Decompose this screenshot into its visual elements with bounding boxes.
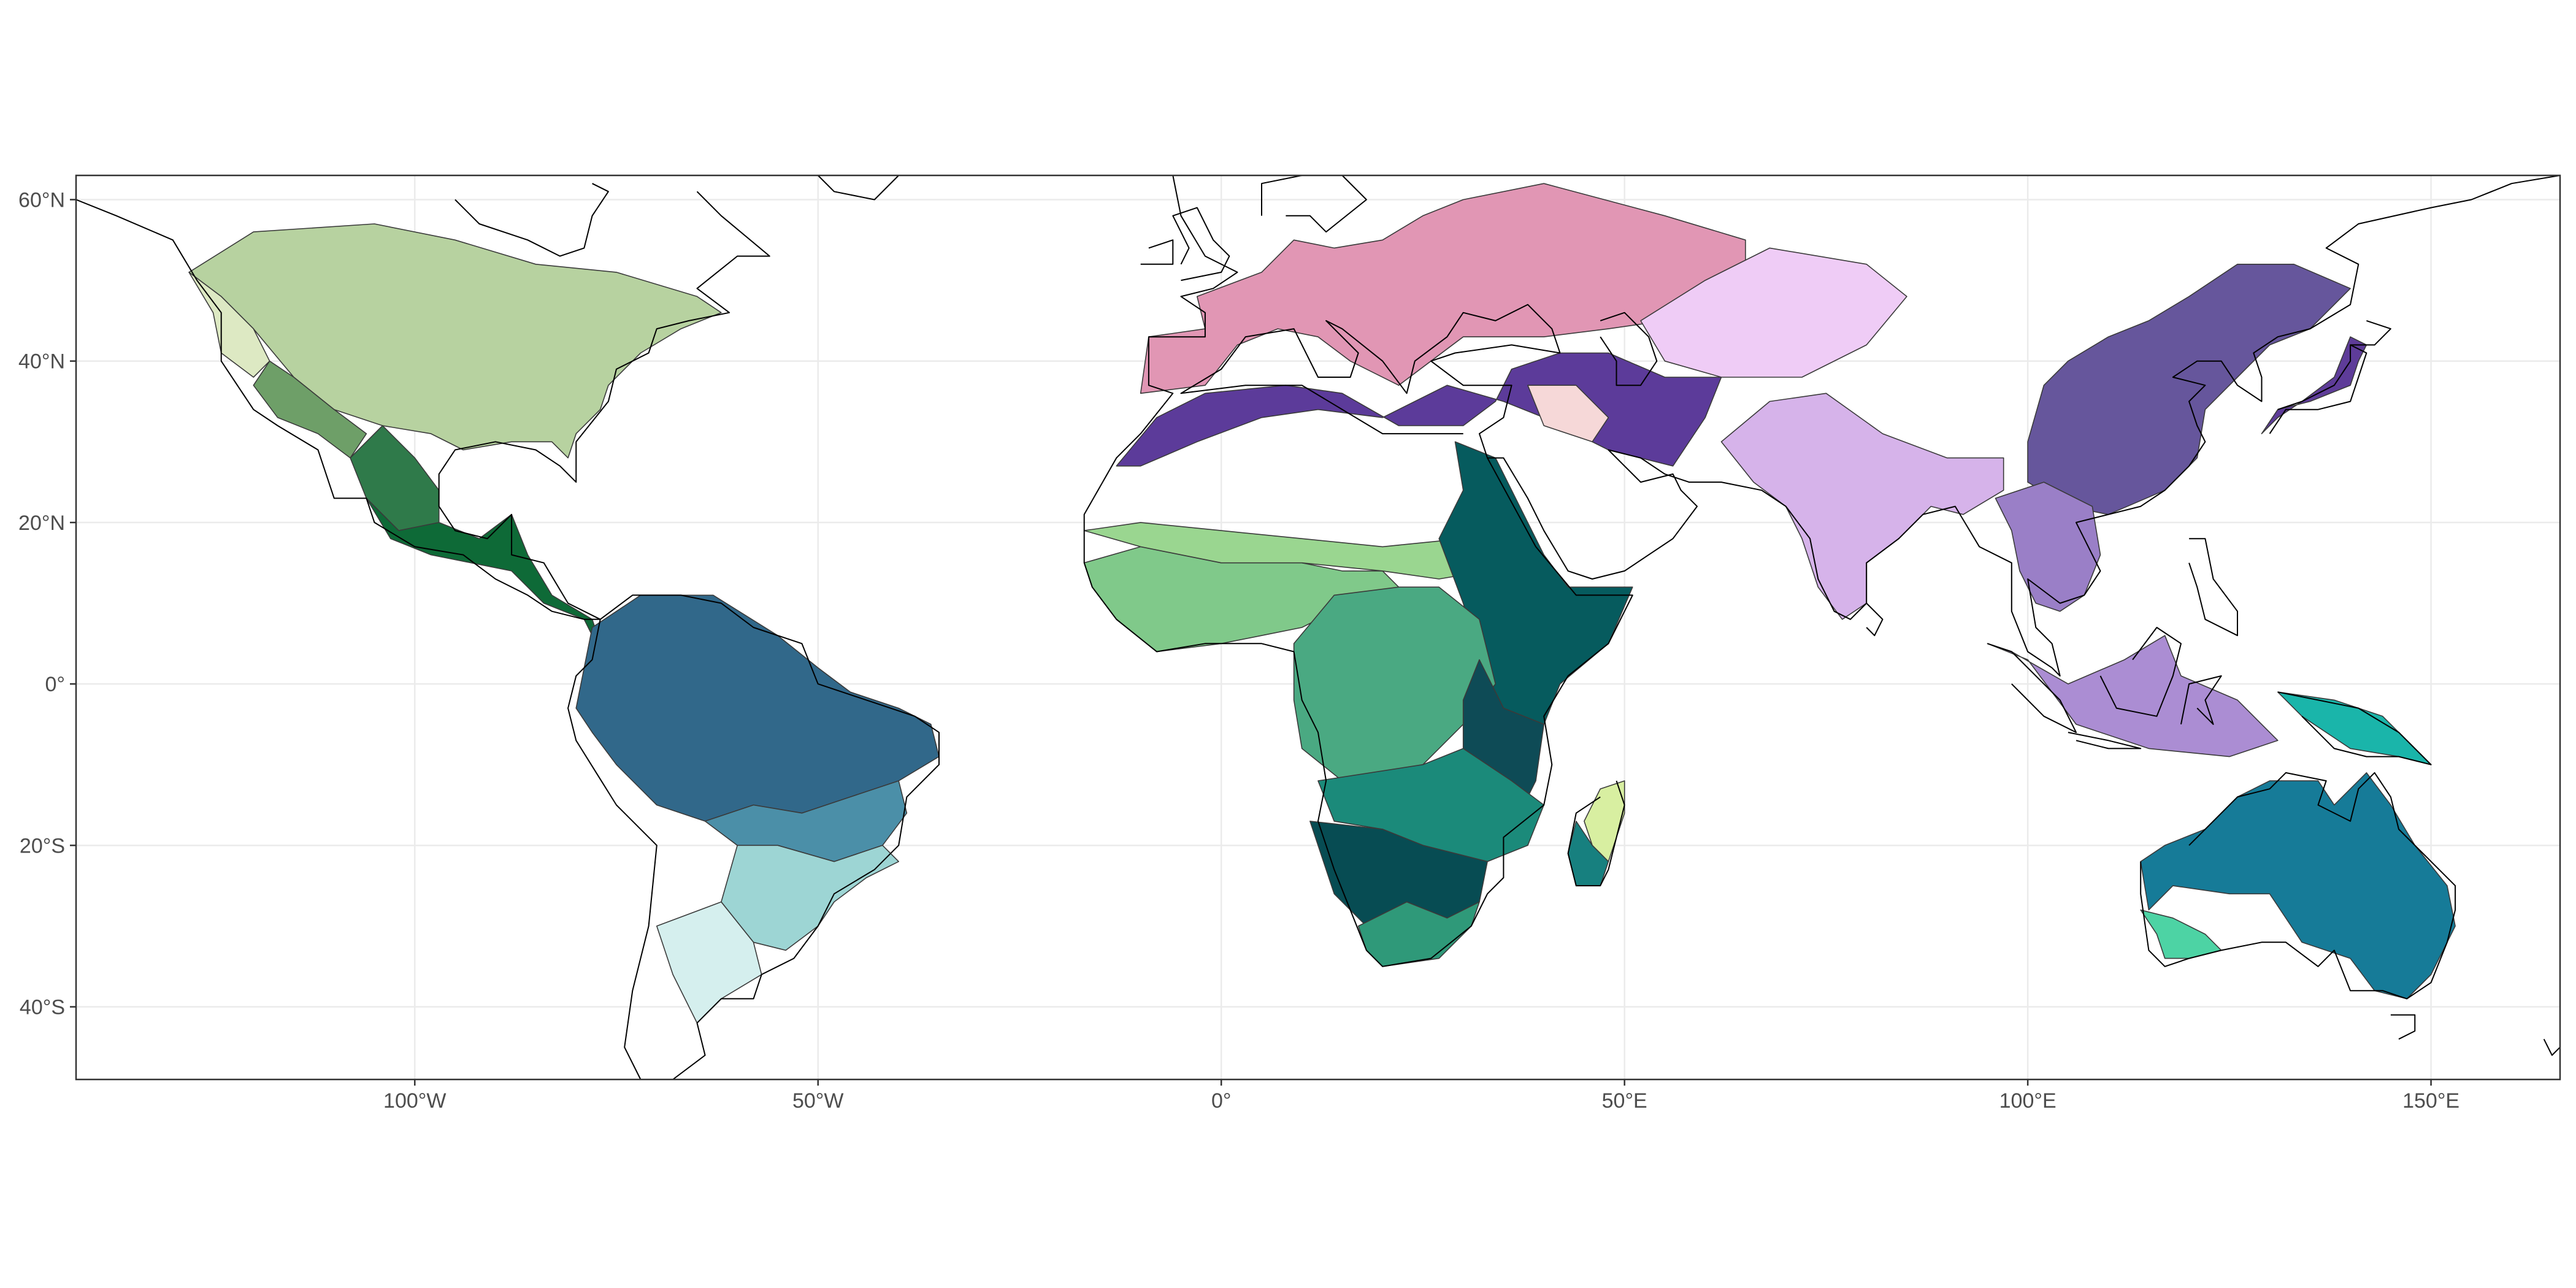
panel-frame [75,174,2561,1081]
region-indonesia [1987,635,2279,757]
coastline-madagascar [1567,780,1625,887]
region-australia [2140,772,2456,1000]
region-levant-steppe [1527,385,1609,443]
coastline-greenland [817,175,899,201]
coastline-borneo [2099,627,2182,717]
coastline-hudson-bay [454,183,609,257]
lon-tick-label: 100°W [383,1089,446,1113]
coastline-europe-africa [1083,175,1633,967]
longitude-axis: 100°W 50°W 0° 50°E 100°E 150°E [383,1079,2459,1113]
lon-tick-label: 0° [1211,1089,1232,1113]
lon-tick-label: 50°W [792,1089,844,1113]
coastline-caspian-sea [1600,312,1658,386]
region-central-asia [1640,247,1907,378]
biogeographic-regions [188,183,2456,1024]
coastline-australia-coast [2140,772,2456,1000]
coastline-philippines [2188,538,2238,637]
latitude-axis: 60°N 40°N 20°N 0° 20°S 40°S [18,188,76,1019]
region-north-america-west-coast [188,272,270,378]
coastline-java [2068,732,2142,749]
lat-tick-label: 40°S [20,996,65,1019]
coastline-new-guinea-coast [2277,691,2432,765]
coastline-ireland [1140,239,1174,265]
coastline-scandinavia [1261,175,1367,233]
region-miombo [1317,748,1544,862]
coastline-tasmania [2390,1014,2416,1040]
coastline-sri-lanka [1866,602,1884,637]
coastlines [75,175,2561,1080]
lat-tick-label: 0° [45,673,65,696]
coastline-north-america [75,191,770,620]
coastline-south-america [567,594,940,1080]
lon-tick-label: 50°E [1602,1089,1647,1113]
coastline-new-zealand [2543,1038,2561,1056]
coastline-great-britain [1172,207,1230,282]
coastline-japan-coast [2269,344,2367,434]
lon-tick-label: 150°E [2402,1089,2459,1113]
coastline-sumatra [1987,643,2077,734]
region-pampas [656,901,762,1024]
lon-tick-label: 100°E [1999,1089,2057,1113]
lat-tick-label: 20°N [18,512,65,535]
coastline-hokkaido [2350,320,2391,346]
coastline-arabia-asia [1487,175,2561,677]
region-southeast-asia [1995,481,2101,612]
map-panel [75,174,2561,1081]
coastline-sulawesi [2180,675,2222,725]
lat-tick-label: 20°S [20,834,65,857]
lat-tick-label: 60°N [18,188,65,212]
lat-tick-label: 40°N [18,350,65,374]
